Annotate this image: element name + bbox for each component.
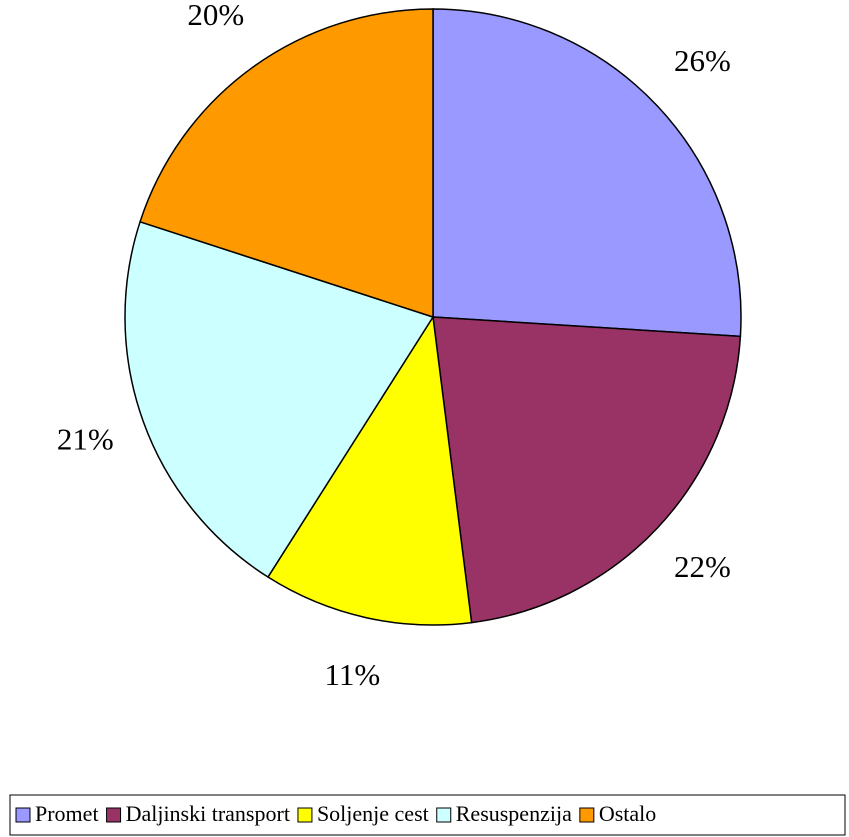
legend-swatch [106,807,122,823]
legend-swatch [579,807,595,823]
legend-label: Daljinski transport [126,801,290,826]
data-label: 20% [187,0,244,32]
pie-slice [124,220,435,579]
data-label: 21% [57,421,114,456]
pie-slice [432,8,742,338]
data-label: 26% [674,43,731,78]
legend-swatch [436,807,452,823]
pie-slice [139,8,434,319]
legend-box [9,794,846,836]
data-label: 11% [325,657,381,692]
legend-label: Resuspenzija [456,801,572,826]
legend-swatch [15,807,31,823]
pie-slice [266,314,473,626]
legend-label: Ostalo [599,801,656,826]
data-label: 22% [674,549,731,584]
legend-label: Promet [35,801,99,826]
pie-slice [432,316,742,624]
legend-label: Soljenje cest [317,801,429,826]
legend-swatch [297,807,313,823]
